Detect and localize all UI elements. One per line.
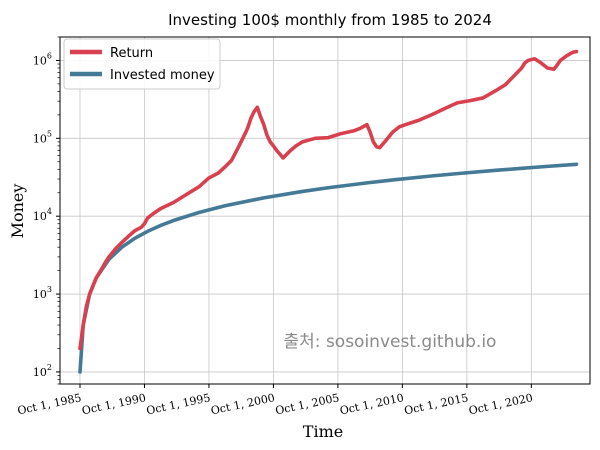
series-layer	[78, 49, 579, 374]
y-tick-exponent: 2	[47, 363, 52, 372]
plot-frame	[59, 36, 591, 385]
legend-label-return: Return	[110, 46, 153, 61]
y-tick-exponent: 6	[47, 51, 52, 60]
y-tick-base: 10	[33, 288, 47, 301]
chart-title: Investing 100$ monthly from 1985 to 2024	[168, 11, 492, 29]
y-tick-base: 10	[33, 54, 47, 67]
y-tick-exponent: 5	[47, 129, 52, 138]
y-tick-label: 106	[33, 51, 52, 67]
x-axis-label: Time	[303, 422, 343, 441]
y-tick-base: 10	[33, 366, 47, 379]
y-tick-label: 104	[33, 207, 52, 223]
y-tick-label: 102	[33, 363, 52, 379]
y-tick-exponent: 4	[47, 207, 52, 216]
y-tick-label: 103	[33, 285, 52, 301]
legend: Return Invested money	[63, 38, 221, 90]
y-axis-label: Money	[8, 184, 27, 239]
watermark-text: 출처: sosoinvest.github.io	[284, 332, 497, 352]
y-tick-label: 105	[33, 129, 52, 145]
series-line-0	[78, 49, 579, 351]
legend-label-invested-money: Invested money	[110, 68, 215, 83]
y-tick-base: 10	[33, 210, 47, 223]
y-tick-base: 10	[33, 132, 47, 145]
legend-box	[63, 38, 221, 90]
y-tick-exponent: 3	[47, 285, 52, 294]
